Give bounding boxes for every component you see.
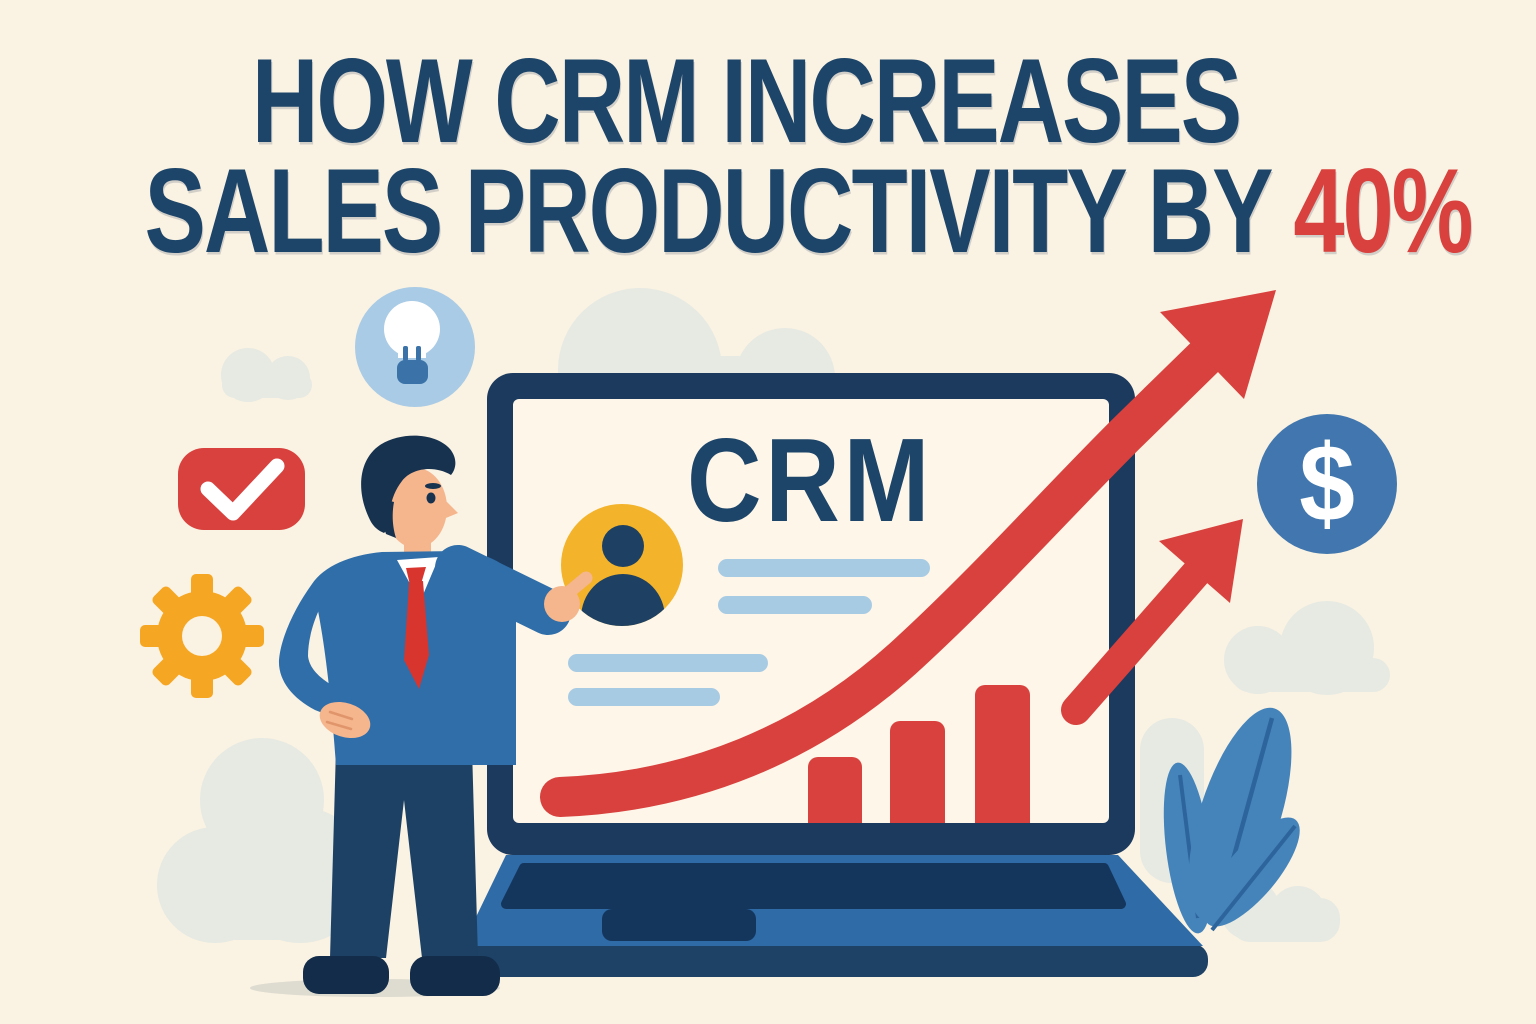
tie [404, 581, 429, 689]
user-avatar-icon [561, 504, 683, 626]
trousers [330, 748, 478, 958]
laptop-illustration [458, 373, 1208, 977]
cloud-right-middle [1224, 601, 1390, 695]
plant-graphic [1163, 707, 1300, 934]
tie-knot [406, 567, 426, 585]
arrowhead [1160, 290, 1276, 399]
sideburn [383, 500, 396, 538]
gear-icon [140, 574, 264, 698]
laptop-keyboard [501, 863, 1126, 909]
left-arm-sleeve [278, 584, 356, 723]
dollar-symbol: $ [1299, 423, 1355, 545]
headline-highlight-40-percent: 40% [1293, 145, 1473, 279]
laptop-base-edge [458, 944, 1208, 977]
left-hand [319, 701, 371, 739]
headline-text-2: SALES PRODUCTIVITY BY [144, 145, 1294, 279]
right-shoe [410, 956, 500, 996]
text-placeholder-lines [568, 559, 930, 706]
headline-line-2: SALES PRODUCTIVITY BY 40% [40, 152, 1536, 272]
crm-screen-label: CRM [687, 413, 933, 546]
cloud-top-left [221, 348, 312, 402]
headline-text-1: HOW CRM INCREASES [251, 35, 1242, 169]
nose [441, 498, 458, 520]
right-arm-sleeve [435, 545, 571, 635]
bar-chart-graphic [808, 685, 1030, 823]
laptop-trackpad [602, 909, 756, 941]
headline-line-1: HOW CRM INCREASES [0, 42, 1514, 162]
arrowhead-small [1159, 519, 1243, 603]
businessman-illustration [278, 435, 593, 996]
lightbulb-icon [355, 287, 475, 407]
growth-curve-arrow [540, 290, 1276, 817]
dollar-icon: $ [1257, 414, 1397, 554]
pointing-finger [555, 571, 593, 605]
checkmark-icon [178, 448, 305, 530]
eyebrow [425, 483, 441, 489]
secondary-growth-arrow [1061, 519, 1243, 725]
left-shoe [303, 956, 389, 994]
eye [426, 492, 436, 504]
